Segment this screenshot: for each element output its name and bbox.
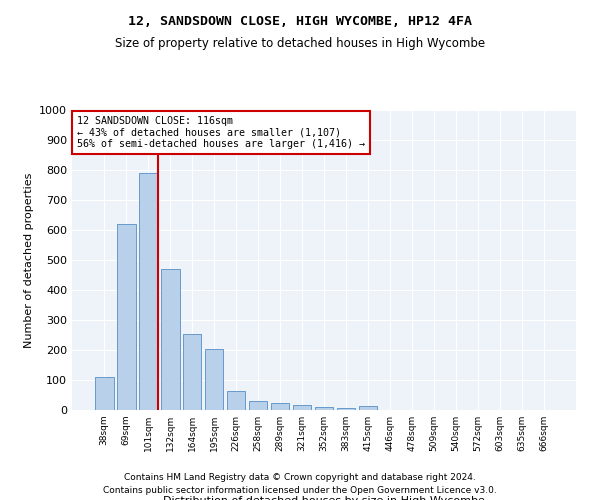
Bar xyxy=(117,224,136,410)
Bar xyxy=(314,407,334,410)
Bar xyxy=(183,334,202,410)
Bar xyxy=(249,401,268,410)
Bar xyxy=(161,269,179,410)
Bar xyxy=(139,173,158,410)
Bar xyxy=(293,404,311,410)
Bar xyxy=(227,391,245,410)
Bar xyxy=(337,408,355,410)
Bar xyxy=(271,404,289,410)
Text: 12 SANDSDOWN CLOSE: 116sqm
← 43% of detached houses are smaller (1,107)
56% of s: 12 SANDSDOWN CLOSE: 116sqm ← 43% of deta… xyxy=(77,116,365,149)
Text: 12, SANDSDOWN CLOSE, HIGH WYCOMBE, HP12 4FA: 12, SANDSDOWN CLOSE, HIGH WYCOMBE, HP12 … xyxy=(128,15,472,28)
Text: Size of property relative to detached houses in High Wycombe: Size of property relative to detached ho… xyxy=(115,38,485,51)
Text: Contains public sector information licensed under the Open Government Licence v3: Contains public sector information licen… xyxy=(103,486,497,495)
Y-axis label: Number of detached properties: Number of detached properties xyxy=(23,172,34,348)
X-axis label: Distribution of detached houses by size in High Wycombe: Distribution of detached houses by size … xyxy=(163,496,485,500)
Bar xyxy=(205,348,223,410)
Bar xyxy=(359,406,377,410)
Text: Contains HM Land Registry data © Crown copyright and database right 2024.: Contains HM Land Registry data © Crown c… xyxy=(124,472,476,482)
Bar xyxy=(95,377,113,410)
